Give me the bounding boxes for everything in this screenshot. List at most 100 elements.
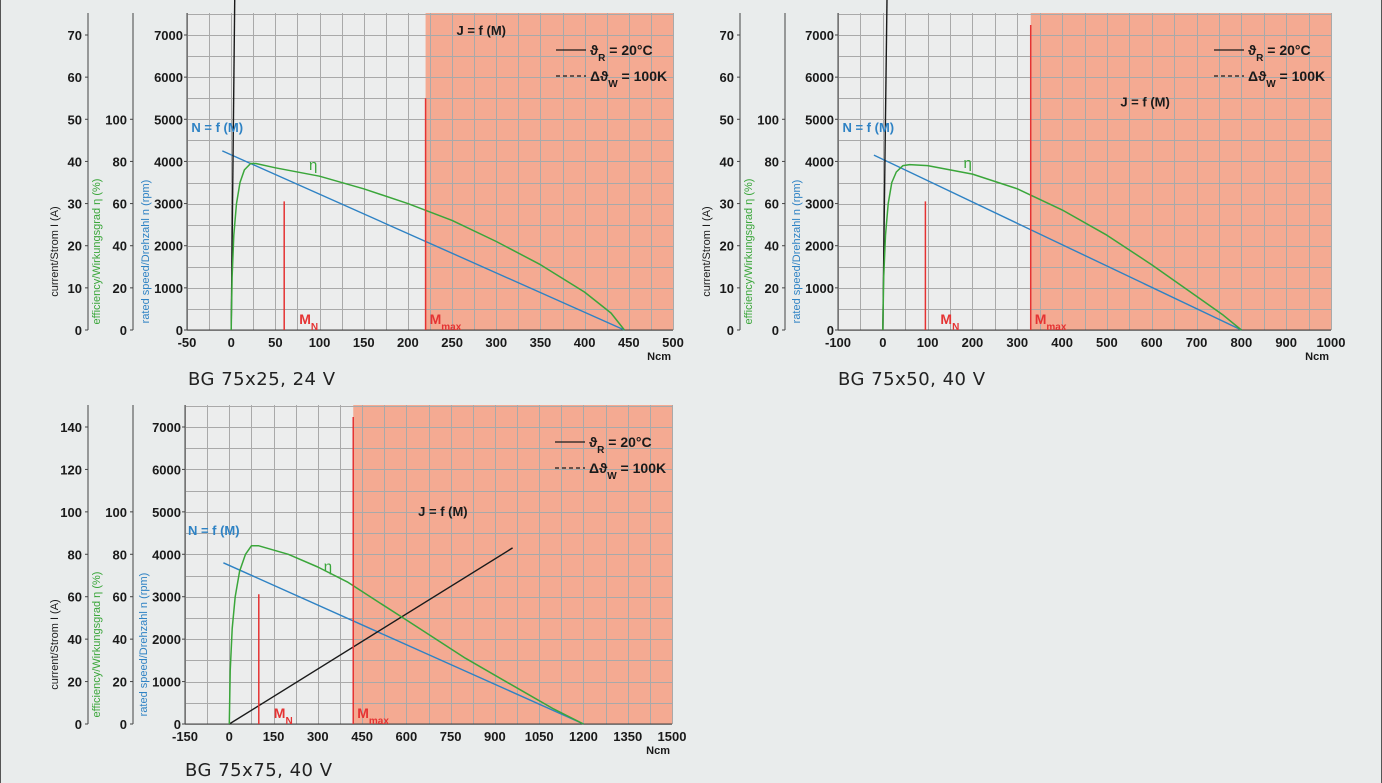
chart-title-bg75x50: BG 75x50, 40 V <box>838 369 986 390</box>
x-tick-label: 600 <box>1141 335 1163 350</box>
x-tick-label: 1500 <box>658 729 687 744</box>
mmax-label: Mmax <box>1035 311 1067 333</box>
current-tick-label: 0 <box>727 323 734 338</box>
speed-tick-label: 2000 <box>154 239 183 254</box>
current-tick-label: 70 <box>720 28 734 43</box>
x-tick-label: 300 <box>485 335 507 350</box>
speed-tick-label: 3000 <box>154 197 183 212</box>
current-axis-title: current/Strom I (A) <box>701 206 713 296</box>
current-tick-label: 20 <box>68 239 82 254</box>
speed-tick-label: 3000 <box>152 590 181 605</box>
x-tick-label: 100 <box>917 335 939 350</box>
x-tick-label: 900 <box>1275 335 1297 350</box>
current-tick-label: 50 <box>720 112 734 127</box>
efficiency-curve <box>882 163 1242 331</box>
efficiency-tick-label: 40 <box>113 239 127 254</box>
efficiency-tick-label: 0 <box>120 323 127 338</box>
x-tick-label: 1350 <box>613 729 642 744</box>
mn-label: MN <box>940 311 959 333</box>
x-tick-label: 300 <box>307 729 329 744</box>
grid <box>187 13 674 331</box>
current-tick-label: 60 <box>720 70 734 85</box>
legend-dashed-label: ΔϑW = 100K <box>590 68 667 90</box>
speed-tick-label: 6000 <box>154 70 183 85</box>
speed-line <box>223 562 584 725</box>
x-tick-label: 150 <box>263 729 285 744</box>
current-tick-label: 0 <box>75 717 82 732</box>
speed-tick-label: 2000 <box>805 239 834 254</box>
speed-tick-label: 4000 <box>154 154 183 169</box>
current-tick-label: 20 <box>720 239 734 254</box>
current-tick-label: 10 <box>68 281 82 296</box>
grid <box>838 13 1332 331</box>
overload-zone <box>353 405 672 724</box>
speed-curve-label: N = f (M) <box>842 120 894 135</box>
efficiency-tick-label: 60 <box>113 197 127 212</box>
x-tick-label: 1000 <box>1317 335 1346 350</box>
x-tick-label: -150 <box>172 729 198 744</box>
mn-label: MN <box>299 311 318 333</box>
current-tick-label: 0 <box>75 323 82 338</box>
overload-zone <box>1030 13 1331 330</box>
x-tick-label: 200 <box>962 335 984 350</box>
x-tick-label: 800 <box>1231 335 1253 350</box>
speed-tick-label: 3000 <box>805 197 834 212</box>
speed-tick-label: 0 <box>827 323 834 338</box>
x-tick-label: 250 <box>441 335 463 350</box>
current-line <box>228 547 513 725</box>
x-unit-label: Ncm <box>1305 351 1329 363</box>
x-tick-label: 350 <box>530 335 552 350</box>
x-tick-label: 50 <box>268 335 282 350</box>
efficiency-curve <box>230 162 625 331</box>
current-tick-label: 30 <box>68 197 82 212</box>
current-tick-label: 100 <box>60 505 82 520</box>
x-tick-label: 750 <box>440 729 462 744</box>
chart-panel-2: 0100020003000400050006000700002040608010… <box>49 405 686 757</box>
efficiency-tick-label: 40 <box>113 632 127 647</box>
efficiency-curve-label: η <box>309 157 317 174</box>
x-unit-label: Ncm <box>647 351 671 363</box>
x-tick-label: 1200 <box>569 729 598 744</box>
efficiency-axis-title: efficiency/Wirkungsgrad η (%) <box>743 179 755 325</box>
speed-tick-label: 4000 <box>805 154 834 169</box>
efficiency-tick-label: 0 <box>772 323 779 338</box>
x-tick-label: -100 <box>825 335 851 350</box>
legend-solid-label: ϑR = 20°C <box>590 42 653 64</box>
speed-tick-label: 4000 <box>152 547 181 562</box>
efficiency-tick-label: 60 <box>113 590 127 605</box>
efficiency-tick-label: 100 <box>105 505 127 520</box>
speed-tick-label: 0 <box>174 717 181 732</box>
speed-tick-label: 1000 <box>152 675 181 690</box>
current-tick-label: 60 <box>68 70 82 85</box>
x-tick-label: 300 <box>1006 335 1028 350</box>
legend: ϑR = 20°C ΔϑW = 100K <box>1214 42 1325 90</box>
x-tick-label: 700 <box>1186 335 1208 350</box>
current-tick-label: 140 <box>60 420 82 435</box>
x-tick-label: 500 <box>1096 335 1118 350</box>
current-tick-label: 40 <box>68 154 82 169</box>
legend-dashed-label: ΔϑW = 100K <box>589 460 666 482</box>
current-curve-label: J = f (M) <box>1120 95 1169 110</box>
speed-tick-label: 2000 <box>152 632 181 647</box>
speed-line <box>873 154 1242 331</box>
speed-tick-label: 5000 <box>805 112 834 127</box>
x-tick-label: 0 <box>228 335 235 350</box>
x-tick-label: 0 <box>879 335 886 350</box>
x-tick-label: 400 <box>574 335 596 350</box>
x-unit-label: Ncm <box>646 745 670 757</box>
efficiency-tick-label: 100 <box>105 112 127 127</box>
current-tick-label: 80 <box>68 547 82 562</box>
current-tick-label: 20 <box>68 675 82 690</box>
legend-solid-label: ϑR = 20°C <box>1248 42 1311 64</box>
efficiency-curve-label: η <box>963 155 971 172</box>
current-tick-label: 40 <box>68 632 82 647</box>
current-tick-label: 30 <box>720 197 734 212</box>
current-axis-title: current/Strom I (A) <box>49 206 61 296</box>
legend-dashed-label: ΔϑW = 100K <box>1248 68 1325 90</box>
speed-axis-title: rated speed/Drehzahl n (rpm) <box>140 180 152 324</box>
speed-tick-label: 1000 <box>154 281 183 296</box>
speed-tick-label: 7000 <box>152 420 181 435</box>
efficiency-axis-title: efficiency/Wirkungsgrad η (%) <box>91 572 103 718</box>
efficiency-axis-title: efficiency/Wirkungsgrad η (%) <box>91 179 103 325</box>
